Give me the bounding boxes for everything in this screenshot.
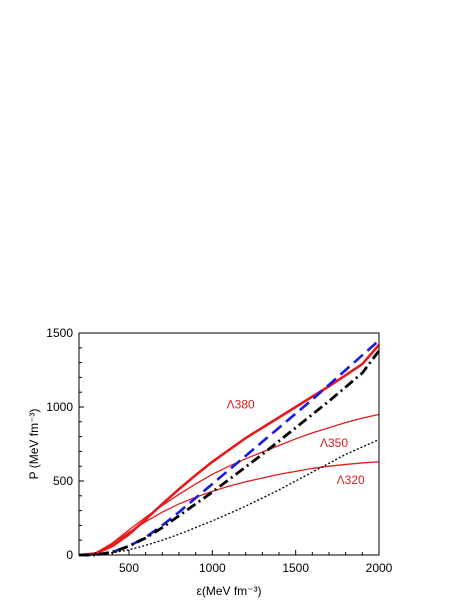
x-axis-title: ε(MeV fm⁻³) [196, 584, 261, 598]
series-label-1: Λ350 [320, 436, 348, 450]
x-tick-label: 1000 [199, 561, 226, 575]
series-line-2 [78, 461, 380, 556]
y-tick-label: 0 [66, 548, 73, 562]
series-layer [78, 339, 381, 557]
x-tick-label: 1500 [282, 561, 309, 575]
y-tick-label: 500 [53, 474, 73, 488]
axis-layer: 500 1000 1500 2000 0 500 1000 1500 [46, 326, 392, 575]
x-tick-label: 2000 [366, 561, 393, 575]
series-label-2: Λ320 [337, 473, 365, 487]
series-line-3 [79, 339, 380, 557]
annotation-layer: Λ380 Λ350 Λ320 [227, 397, 365, 486]
series-label-0: Λ380 [227, 397, 255, 411]
x-tick-label: 500 [119, 561, 139, 575]
series-line-1 [78, 413, 380, 556]
y-tick-label: 1500 [46, 326, 73, 340]
y-axis-title: P (MeV fm⁻³) [27, 409, 41, 480]
series-line-5 [78, 438, 380, 556]
y-tick-label: 1000 [46, 400, 73, 414]
